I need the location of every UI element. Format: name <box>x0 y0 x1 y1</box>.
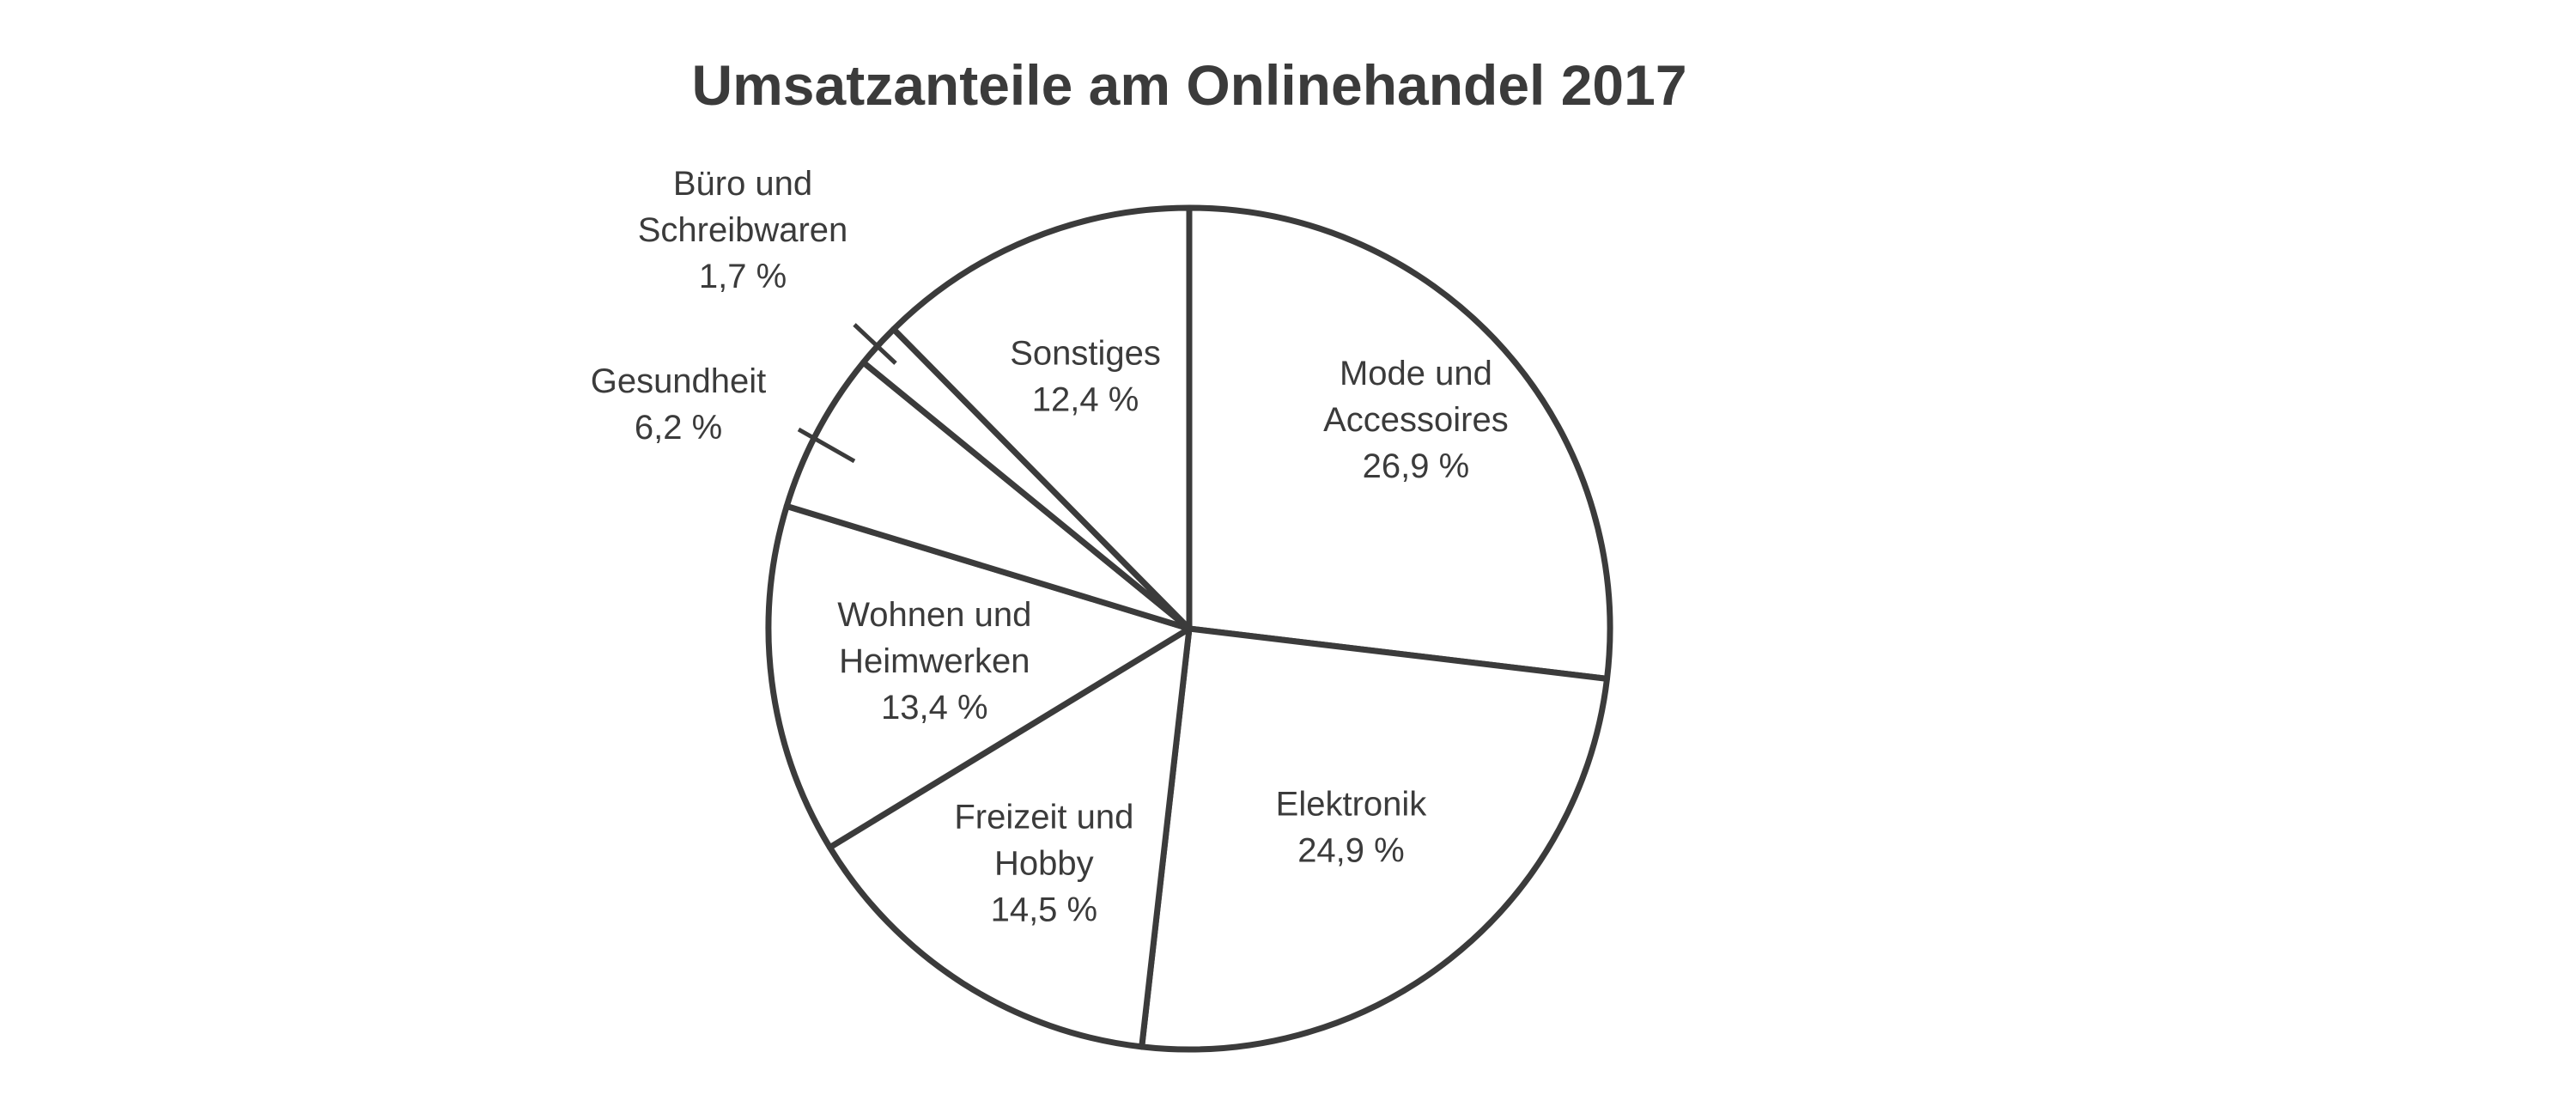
slice-label-line: Hobby <box>994 845 1094 883</box>
slice-label-line: Sonstiges <box>1010 334 1161 372</box>
slice-label-mode-und-accessoires: Mode und Accessoires 26,9 % <box>1323 355 1509 485</box>
leader-lines <box>797 323 897 464</box>
slice-label-sonstiges: Sonstiges 12,4 % <box>1010 334 1161 418</box>
slice-label-line: Schreibwaren <box>638 211 848 249</box>
slice-label-buero-und-schreibwaren: Büro und Schreibwaren 1,7 % <box>638 165 848 295</box>
pie-slice-elektronik <box>1139 625 1611 1053</box>
slice-label-line: Elektronik <box>1276 785 1428 823</box>
slice-label-line: Wohnen und <box>837 596 1031 634</box>
pie-slice-gesundheit <box>783 359 1193 632</box>
slice-labels: Mode und Accessoires 26,9 % Elektronik 24,9 … <box>591 165 1509 929</box>
pie-slice-freizeit-und-hobby <box>826 625 1193 1050</box>
slice-label-wohnen-und-heimwerken: Wohnen und Heimwerken 13,4 % <box>837 596 1031 727</box>
slice-label-line: 12,4 % <box>1032 380 1139 418</box>
slice-label-line: 14,5 % <box>991 891 1098 929</box>
slice-label-line: 24,9 % <box>1297 831 1405 869</box>
slice-label-line: Gesundheit <box>591 362 767 400</box>
slice-label-gesundheit: Gesundheit 6,2 % <box>591 362 767 447</box>
slice-label-line: 1,7 % <box>699 258 787 295</box>
slice-label-line: Mode und <box>1340 355 1492 392</box>
slice-label-line: Freizeit und <box>954 799 1133 836</box>
chart-title: Umsatzanteile am Onlinehandel 2017 <box>691 53 1686 117</box>
slice-label-line: Büro und <box>673 165 812 203</box>
pie-slice-wohnen-und-heimwerken <box>765 502 1193 851</box>
slice-label-line: 26,9 % <box>1363 447 1470 485</box>
slice-label-freizeit-und-hobby: Freizeit und Hobby 14,5 % <box>954 799 1133 929</box>
slice-label-line: 6,2 % <box>635 409 722 447</box>
slice-label-line: Heimwerken <box>839 642 1030 680</box>
pie-slice-sonstiges <box>890 204 1193 632</box>
slice-label-line: 13,4 % <box>881 689 988 727</box>
leader-line-gesundheit <box>797 427 856 464</box>
pie-slice-mode-und-accessoires <box>1186 204 1613 682</box>
leader-line-buero-und-schreibwaren <box>853 323 897 365</box>
slice-label-elektronik: Elektronik 24,9 % <box>1276 785 1428 869</box>
slice-label-line: Accessoires <box>1323 401 1509 439</box>
